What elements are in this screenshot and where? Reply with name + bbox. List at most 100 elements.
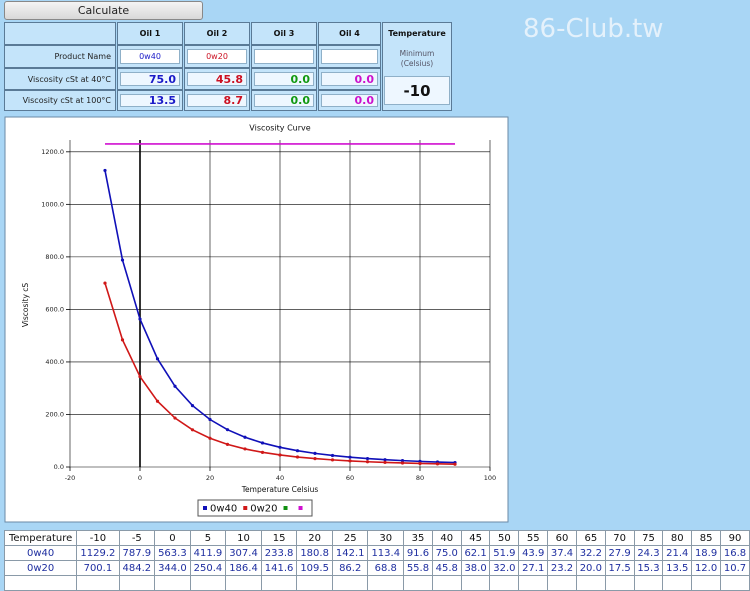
table-cell: 307.4 <box>225 545 262 561</box>
data-point <box>103 168 107 173</box>
data-point <box>208 417 212 422</box>
page: {"button": "Calculate", "watermark": "86… <box>3 1 750 591</box>
data-point <box>365 460 370 464</box>
data-point <box>173 384 177 388</box>
legend-swatch <box>298 506 303 510</box>
table-header: 5 <box>189 530 227 546</box>
x-tick-label: 80 <box>416 474 424 482</box>
table-cell: 186.4 <box>225 560 262 576</box>
chart-panel <box>4 116 509 523</box>
table-header: 80 <box>662 530 693 546</box>
data-point <box>383 460 387 465</box>
table-cell: 27.9 <box>604 545 635 561</box>
table-cell: 51.9 <box>489 545 520 561</box>
x-tick-label: 20 <box>206 474 214 482</box>
product-cell: 0w20 <box>184 45 250 68</box>
table-header: 50 <box>489 530 520 546</box>
row-label: Viscosity cSt at 100°C <box>4 90 116 111</box>
value-cell: 0.0 <box>318 68 381 90</box>
table-cell: 24.3 <box>633 545 664 561</box>
table-row <box>3 575 750 591</box>
table-cell <box>154 575 191 591</box>
table-header: 20 <box>296 530 333 546</box>
y-axis-label: Viscosity cS <box>21 283 30 328</box>
product-cell <box>251 45 317 68</box>
table-cell: 20.0 <box>575 560 606 576</box>
table-cell: 411.9 <box>189 545 227 561</box>
value-cell: 75.0 <box>117 68 183 90</box>
table-header: 65 <box>575 530 606 546</box>
table-cell: 109.5 <box>296 560 333 576</box>
row-label: Viscosity cSt at 40°C <box>4 68 116 90</box>
table-cell: 86.2 <box>331 560 369 576</box>
product-input[interactable]: 0w20 <box>187 49 247 64</box>
value-output: 0.0 <box>254 94 314 107</box>
table-cell: 55.8 <box>403 560 433 576</box>
product-cell: 0w40 <box>117 45 183 68</box>
data-point <box>225 428 230 432</box>
value-cell: 0.0 <box>251 90 317 111</box>
data-point <box>313 456 317 461</box>
table-cell <box>260 575 298 591</box>
x-tick-label: 40 <box>276 474 284 482</box>
value-output: 13.5 <box>120 94 180 107</box>
y-tick-label: 600.0 <box>45 305 64 313</box>
table-cell <box>460 575 491 591</box>
y-tick-label: 400.0 <box>45 358 64 366</box>
table-cell: 250.4 <box>189 560 227 576</box>
data-point <box>278 453 282 457</box>
table-cell <box>225 575 262 591</box>
temperature-title: Temperature <box>388 29 446 38</box>
table-header: 15 <box>260 530 298 546</box>
value-cell: 45.8 <box>184 68 250 90</box>
table-header: 40 <box>431 530 462 546</box>
table-cell: 32.2 <box>575 545 606 561</box>
table-cell: 18.9 <box>691 545 721 561</box>
product-input[interactable] <box>254 49 314 64</box>
chart-title: Viscosity Curve <box>249 124 310 133</box>
column-header: Oil 4 <box>318 22 381 45</box>
table-header: 35 <box>403 530 433 546</box>
table-cell <box>296 575 333 591</box>
table-cell: 563.3 <box>154 545 191 561</box>
y-tick-label: 0.0 <box>54 463 64 471</box>
table-row: 0w40 1129.2 787.9 563.3 411.9 307.4 233.8 180.8… <box>3 545 750 561</box>
column-header: Oil 2 <box>184 22 250 45</box>
temperature-input[interactable]: -10 <box>384 76 450 105</box>
table-cell: 38.0 <box>460 560 491 576</box>
table-cell: 113.4 <box>367 545 405 561</box>
table-header: 25 <box>331 530 369 546</box>
data-point <box>383 458 387 462</box>
data-point <box>278 445 282 449</box>
table-header: 70 <box>604 530 635 546</box>
data-point <box>400 459 405 463</box>
value-output: 8.7 <box>187 94 247 107</box>
data-point <box>138 375 142 379</box>
product-input[interactable] <box>321 49 378 64</box>
table-header: 90 <box>719 530 750 546</box>
table-cell: 180.8 <box>296 545 333 561</box>
data-point <box>365 456 370 461</box>
product-input[interactable]: 0w40 <box>120 49 180 64</box>
y-tick-label: 1200.0 <box>41 148 64 156</box>
legend-label: 0w40 <box>210 504 237 515</box>
value-output: 75.0 <box>120 72 180 86</box>
table-cell: 62.1 <box>460 545 491 561</box>
legend-swatch <box>203 506 207 510</box>
column-header: Oil 3 <box>251 22 317 45</box>
y-tick-label: 800.0 <box>45 253 64 261</box>
x-tick-label: 60 <box>346 474 354 482</box>
row-name: 0w40 <box>3 545 78 561</box>
calculate-button[interactable]: Calculate <box>4 1 203 20</box>
table-cell: 23.2 <box>547 560 577 576</box>
table-cell: 484.2 <box>118 560 156 576</box>
data-point <box>313 451 317 455</box>
value-output: 0.0 <box>321 72 378 86</box>
data-point <box>348 459 352 463</box>
data-point <box>435 462 440 466</box>
data-point <box>120 258 125 262</box>
watermark: 86-Club.tw <box>523 14 664 44</box>
table-cell <box>189 575 227 591</box>
legend-swatch <box>283 506 288 510</box>
table-cell: 15.3 <box>633 560 664 576</box>
